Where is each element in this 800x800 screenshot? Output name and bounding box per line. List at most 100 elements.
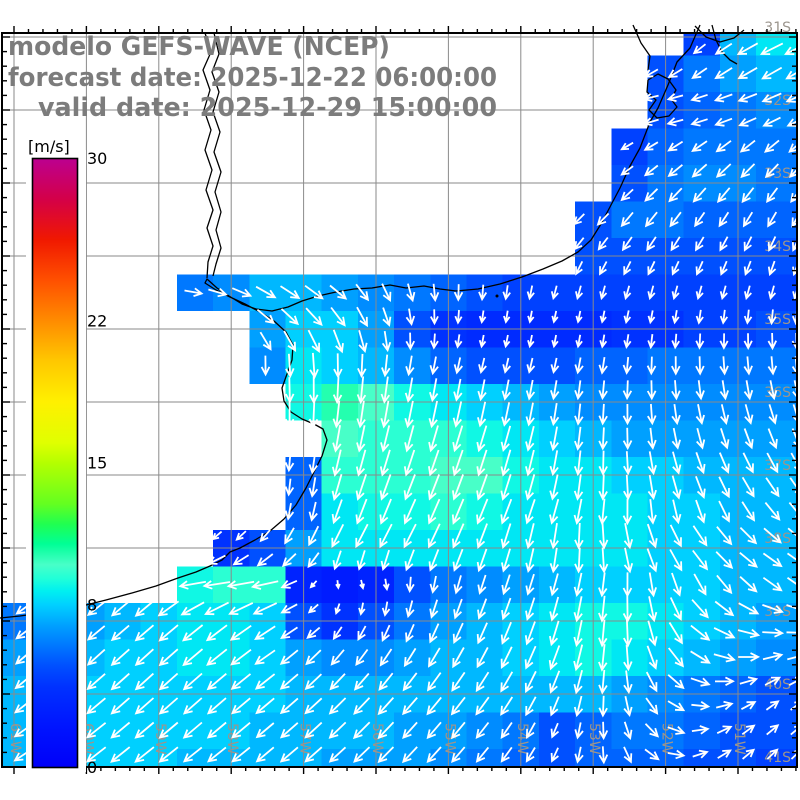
wave-arrow (714, 42, 733, 55)
wave-arrow (718, 452, 730, 474)
wave-arrow (280, 603, 298, 614)
colorbar-tick-label: 30 (87, 149, 107, 168)
colorbar-tick-label: 22 (87, 311, 107, 330)
wave-arrow (647, 499, 657, 525)
wave-arrow (379, 523, 393, 549)
wave-arrow (716, 526, 733, 546)
wave-arrow (307, 552, 320, 569)
wave-arrow (525, 597, 536, 621)
wave-arrow (647, 333, 656, 350)
speed-cell (683, 347, 720, 384)
speed-cell (611, 712, 648, 749)
wave-arrow (695, 475, 706, 499)
wave-arrow (573, 237, 585, 251)
wave-arrow (524, 670, 537, 694)
wave-arrow (357, 353, 367, 379)
wave-arrow (381, 330, 392, 353)
wave-arrow (598, 619, 608, 648)
wave-arrow (525, 379, 536, 401)
wave-arrow (328, 721, 347, 739)
speed-cell (683, 201, 720, 238)
wave-arrow (279, 722, 299, 739)
wave-arrow (527, 310, 535, 324)
wave-arrow (279, 673, 299, 690)
wave-arrow (691, 140, 708, 152)
wave-arrow (646, 645, 658, 670)
wave-arrow (767, 309, 777, 326)
wave-arrow (623, 310, 632, 325)
wave-arrow (331, 499, 343, 525)
speed-cell (611, 493, 648, 530)
grid-lines (2, 33, 797, 768)
wave-arrow (549, 474, 559, 501)
wave-arrow (359, 579, 365, 590)
wave-arrow (763, 139, 780, 153)
wave-arrow (695, 356, 705, 376)
wave-arrow (405, 600, 415, 619)
wave-arrow (525, 722, 536, 740)
speed-cell (611, 274, 648, 311)
wave-arrow (739, 552, 759, 568)
speed-cell (683, 128, 720, 165)
wave-arrow (741, 476, 755, 498)
wave-arrow (598, 572, 608, 598)
wave-arrow (158, 624, 179, 642)
wave-arrow (250, 580, 279, 590)
wave-arrow (669, 524, 682, 548)
wave-arrow (380, 549, 390, 572)
wave-arrow (695, 380, 705, 401)
wave-arrow (525, 523, 535, 550)
wave-arrow (762, 628, 785, 638)
speed-cell (611, 566, 648, 603)
wave-arrow (669, 211, 682, 228)
wave-arrow (695, 404, 705, 426)
wave-arrow (110, 721, 131, 739)
wave-arrow (549, 498, 560, 525)
wave-arrow (550, 380, 560, 401)
wave-arrow (332, 400, 342, 429)
wave-arrow (718, 476, 730, 499)
wave-arrow (328, 697, 347, 715)
wave-arrow (379, 498, 392, 525)
speed-cell (321, 493, 358, 530)
wave-arrow (256, 309, 275, 325)
wave-arrow (381, 624, 391, 642)
wave-arrow (477, 574, 487, 595)
wave-arrow (180, 601, 205, 616)
wave-arrow (332, 376, 343, 405)
wave-arrow (329, 673, 346, 691)
wave-arrow (762, 576, 783, 592)
wave-arrow (598, 522, 609, 550)
wave-arrow (574, 746, 584, 764)
lon-label: 61W (7, 723, 23, 755)
speed-cell (466, 493, 503, 530)
wave-arrow (696, 427, 706, 450)
wave-arrow (358, 602, 366, 616)
wave-arrow (206, 673, 227, 691)
wave-arrow (355, 648, 369, 667)
wave-arrow (671, 427, 681, 450)
wave-arrow (284, 478, 295, 497)
wave-arrow (714, 117, 733, 127)
lat-label: 41S (764, 750, 791, 766)
lat-label: 36S (764, 385, 791, 401)
wave-arrow (426, 696, 442, 716)
wave-arrow (280, 308, 300, 326)
wave-arrow (693, 573, 707, 596)
wave-arrow (596, 212, 610, 226)
wave-arrow (380, 425, 391, 453)
speed-cell (756, 128, 797, 165)
wave-arrow (647, 451, 657, 476)
wave-arrow (718, 211, 730, 228)
wave-arrow (403, 647, 417, 668)
wave-arrow (502, 285, 511, 301)
wave-arrow (429, 575, 439, 594)
wave-arrow (645, 671, 658, 693)
wave-arrow (308, 477, 319, 498)
wave-arrow (550, 722, 560, 739)
wave-arrow (765, 477, 780, 498)
wave-arrow (599, 334, 608, 349)
wave-arrow (182, 746, 203, 763)
wave-arrow (666, 93, 684, 102)
wave-arrow (478, 334, 487, 349)
